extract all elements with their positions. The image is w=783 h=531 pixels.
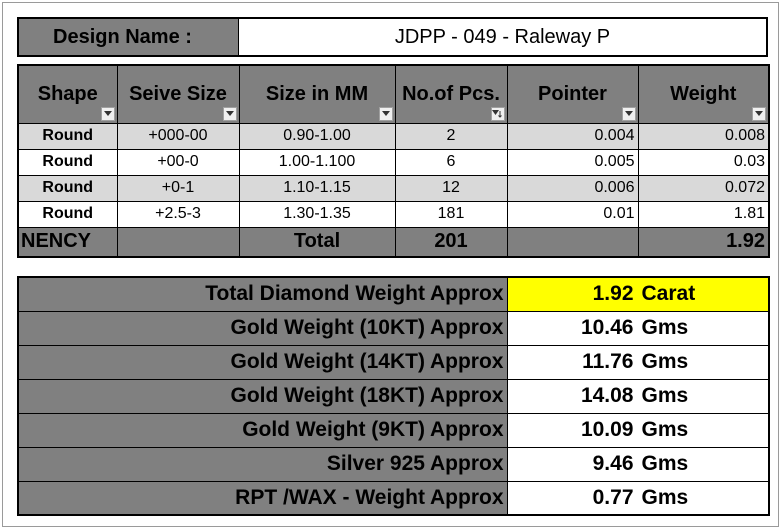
cell-pointer[interactable]: 0.005 xyxy=(506,148,639,176)
summary-row: Gold Weight (18KT) Approx 14.08 Gms xyxy=(17,378,770,414)
design-name-label: Design Name : xyxy=(19,19,239,55)
cell-size-mm[interactable]: 1.00-1.100 xyxy=(238,148,396,176)
summary-label[interactable]: Gold Weight (18KT) Approx xyxy=(17,378,508,414)
filter-dropdown-icon[interactable] xyxy=(752,106,766,121)
column-header-no-of-pcs: No.of Pcs. xyxy=(394,64,508,124)
summary-unit: Gms xyxy=(641,485,689,509)
summary-number: 1.92 xyxy=(592,282,634,306)
table-header-row: Shape Seive Size Size in MM No.of Pcs. P… xyxy=(17,64,770,124)
summary-row: Silver 925 Approx 9.46 Gms xyxy=(17,446,770,482)
summary-unit: Gms xyxy=(641,384,689,407)
total-name-cell[interactable]: NENCY xyxy=(17,226,118,258)
table-row: Round +00-0 1.00-1.100 6 0.005 0.03 xyxy=(17,148,770,176)
filter-dropdown-icon[interactable] xyxy=(621,106,636,121)
summary-label[interactable]: Gold Weight (10KT) Approx xyxy=(17,310,508,346)
cell-seive-size[interactable]: +00-0 xyxy=(116,148,240,176)
summary-value[interactable]: 11.76 Gms xyxy=(506,344,770,380)
summary-value[interactable]: 10.46 Gms xyxy=(506,310,770,346)
cell-shape[interactable]: Round xyxy=(17,122,118,150)
cell-weight[interactable]: 1.81 xyxy=(637,200,770,228)
summary-number: 11.76 xyxy=(582,350,634,373)
cell-shape[interactable]: Round xyxy=(17,174,118,202)
design-name-row: Design Name : JDPP - 049 - Raleway P xyxy=(17,17,768,57)
empty-cell[interactable] xyxy=(116,226,240,258)
cell-size-mm[interactable]: 1.10-1.15 xyxy=(238,174,396,202)
filter-dropdown-icon[interactable] xyxy=(222,106,237,121)
summary-label[interactable]: Gold Weight (14KT) Approx xyxy=(17,344,508,380)
summary-row: Gold Weight (10KT) Approx 10.46 Gms xyxy=(17,310,770,346)
summary-number: 0.77 xyxy=(592,485,634,509)
summary-label[interactable]: RPT /WAX - Weight Approx xyxy=(17,480,508,516)
table-row: Round +2.5-3 1.30-1.35 181 0.01 1.81 xyxy=(17,200,770,228)
summary-value[interactable]: 14.08 Gms xyxy=(506,378,770,414)
table-row: Round +0-1 1.10-1.15 12 0.006 0.072 xyxy=(17,174,770,202)
cell-seive-size[interactable]: +000-00 xyxy=(116,122,240,150)
total-label-cell[interactable]: Total xyxy=(238,226,396,258)
summary-value[interactable]: 0.77 Gms xyxy=(506,480,770,516)
summary-label[interactable]: Gold Weight (9KT) Approx xyxy=(17,412,508,448)
summary-number: 10.46 xyxy=(580,316,634,339)
column-header-shape: Shape xyxy=(17,64,118,124)
total-row: NENCY Total 201 1.92 xyxy=(17,226,770,258)
cell-shape[interactable]: Round xyxy=(17,148,118,176)
summary-unit: Gms xyxy=(641,316,689,339)
summary-value[interactable]: 9.46 Gms xyxy=(506,446,770,482)
cell-pcs[interactable]: 6 xyxy=(394,148,508,176)
summary-value[interactable]: 1.92 Carat xyxy=(506,276,770,312)
cell-pcs[interactable]: 2 xyxy=(394,122,508,150)
column-header-size-in-mm: Size in MM xyxy=(238,64,396,124)
cell-seive-size[interactable]: +0-1 xyxy=(116,174,240,202)
column-header-seive-size: Seive Size xyxy=(116,64,240,124)
cell-pcs[interactable]: 181 xyxy=(394,200,508,228)
cell-weight[interactable]: 0.008 xyxy=(637,122,770,150)
table-row: Round +000-00 0.90-1.00 2 0.004 0.008 xyxy=(17,122,770,150)
column-header-pointer: Pointer xyxy=(506,64,639,124)
summary-unit: Carat xyxy=(641,282,696,306)
filter-active-icon[interactable] xyxy=(490,106,505,121)
total-weight-cell[interactable]: 1.92 xyxy=(637,226,770,258)
summary-row: Gold Weight (14KT) Approx 11.76 Gms xyxy=(17,344,770,380)
summary-number: 14.08 xyxy=(580,384,634,407)
weight-summary-table: Total Diamond Weight Approx 1.92 Carat Go… xyxy=(17,276,770,516)
empty-cell[interactable] xyxy=(506,226,639,258)
cell-shape[interactable]: Round xyxy=(17,200,118,228)
summary-label[interactable]: Total Diamond Weight Approx xyxy=(17,276,508,312)
cell-pcs[interactable]: 12 xyxy=(394,174,508,202)
summary-unit: Gms xyxy=(641,350,689,373)
summary-row: Total Diamond Weight Approx 1.92 Carat xyxy=(17,276,770,312)
summary-number: 9.46 xyxy=(592,452,634,475)
cell-pointer[interactable]: 0.01 xyxy=(506,200,639,228)
summary-row: RPT /WAX - Weight Approx 0.77 Gms xyxy=(17,480,770,516)
stone-table: Shape Seive Size Size in MM No.of Pcs. P… xyxy=(17,64,770,258)
cell-pointer[interactable]: 0.006 xyxy=(506,174,639,202)
summary-unit: Gms xyxy=(641,418,689,441)
cell-size-mm[interactable]: 0.90-1.00 xyxy=(238,122,396,150)
cell-seive-size[interactable]: +2.5-3 xyxy=(116,200,240,228)
summary-label[interactable]: Silver 925 Approx xyxy=(17,446,508,482)
filter-dropdown-icon[interactable] xyxy=(100,106,115,121)
summary-value[interactable]: 10.09 Gms xyxy=(506,412,770,448)
summary-number: 10.09 xyxy=(580,418,634,441)
cell-pointer[interactable]: 0.004 xyxy=(506,122,639,150)
column-header-weight: Weight xyxy=(637,64,770,124)
filter-dropdown-icon[interactable] xyxy=(378,106,393,121)
summary-row: Gold Weight (9KT) Approx 10.09 Gms xyxy=(17,412,770,448)
summary-unit: Gms xyxy=(641,452,689,475)
cell-weight[interactable]: 0.03 xyxy=(637,148,770,176)
cell-size-mm[interactable]: 1.30-1.35 xyxy=(238,200,396,228)
design-name-value[interactable]: JDPP - 049 - Raleway P xyxy=(239,19,766,55)
total-pcs-cell[interactable]: 201 xyxy=(394,226,508,258)
cell-weight[interactable]: 0.072 xyxy=(637,174,770,202)
